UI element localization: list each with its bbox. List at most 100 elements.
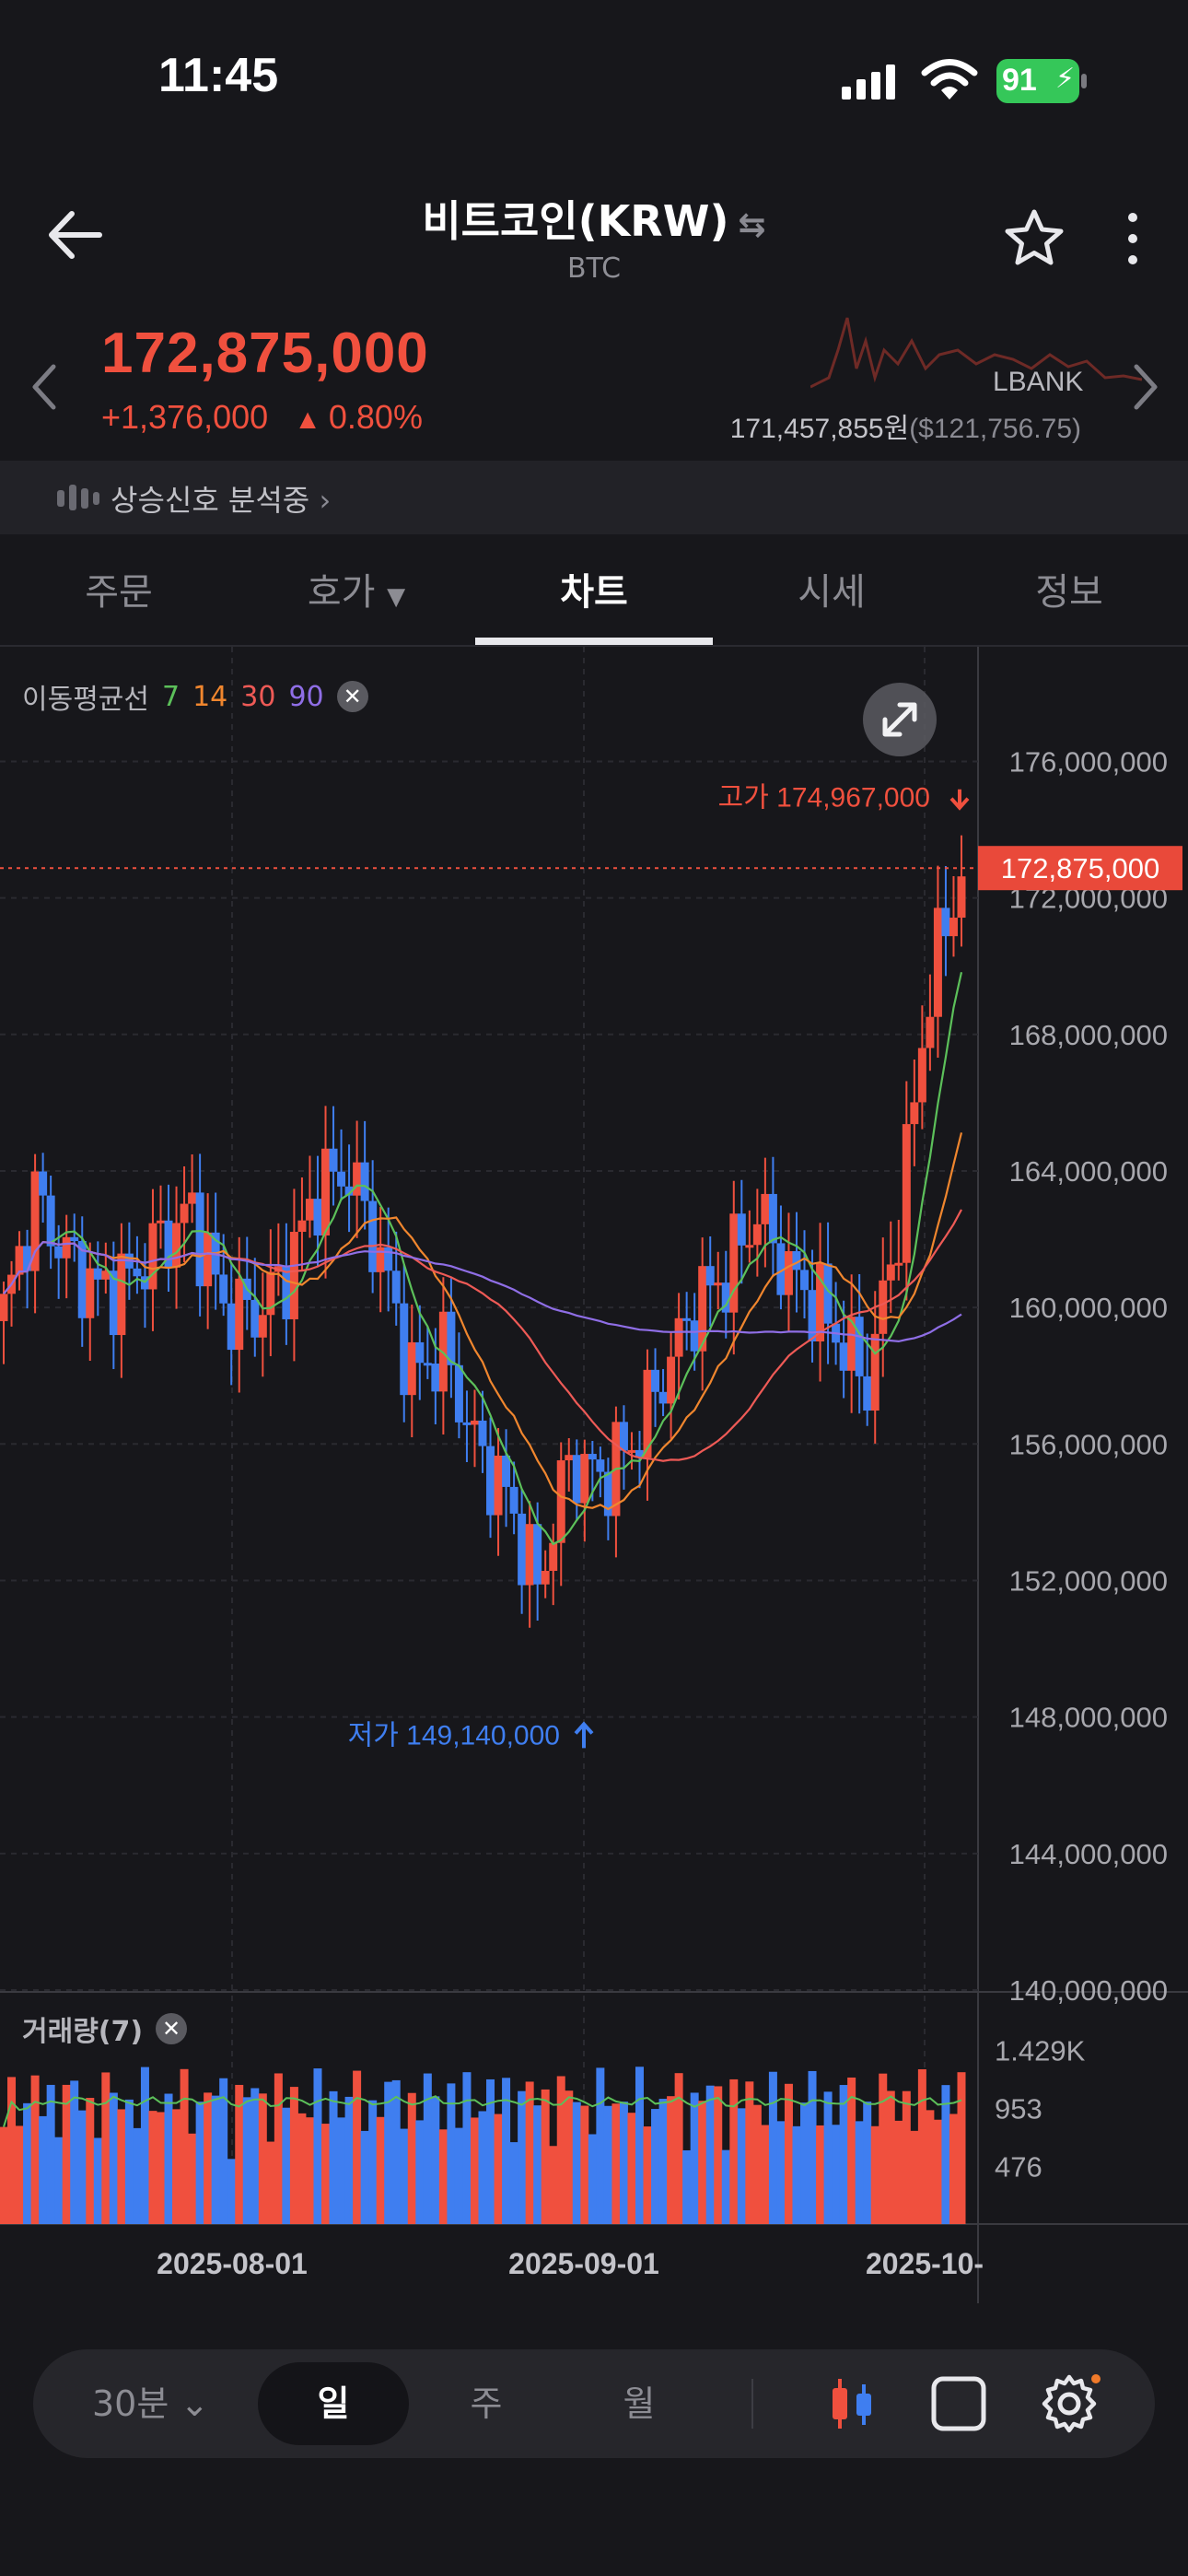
candle-body — [518, 1513, 527, 1586]
candle-body — [431, 1364, 440, 1392]
volume-legend: 거래량(7) ✕ — [22, 2008, 188, 2049]
period-week-button[interactable]: 주 — [470, 2383, 503, 2424]
volume-bar — [556, 2076, 565, 2224]
candle-body — [407, 1341, 416, 1396]
volume-bar — [565, 2090, 574, 2224]
volume-axis-label: 953 — [995, 2092, 1042, 2125]
period-day-button[interactable]: 일 — [258, 2362, 409, 2445]
tab-order-label: 주문 — [85, 571, 153, 614]
close-ma-icon[interactable]: ✕ — [336, 681, 368, 712]
volume-bar — [721, 2149, 730, 2224]
volume-bar — [870, 2125, 879, 2224]
signal-label: 상승신호 분석중 — [111, 483, 310, 518]
signal-text: 상승신호 분석중 › — [111, 477, 331, 520]
volume-bar — [832, 2125, 841, 2224]
volume-bar — [768, 2071, 777, 2224]
candle-body — [93, 1268, 102, 1280]
volume-bar — [619, 2102, 628, 2224]
candlestick-type-icon[interactable] — [820, 2371, 884, 2436]
candle-body — [391, 1270, 401, 1304]
candle-body — [305, 1199, 314, 1221]
volume-bar — [258, 2093, 267, 2224]
candle-body — [337, 1171, 346, 1187]
candle-body — [282, 1266, 291, 1319]
up-triangle-icon: ▲ — [294, 404, 321, 435]
y-axis-label: 156,000,000 — [1009, 1428, 1168, 1460]
candle-body — [494, 1455, 503, 1516]
interval-dropdown[interactable]: 30분 ⌄ — [92, 2383, 210, 2424]
candle-body — [926, 1016, 935, 1048]
candle-body — [376, 1247, 385, 1272]
charging-icon: ⚡ — [1055, 63, 1076, 95]
candle-body — [0, 1294, 8, 1321]
drawing-tool-icon[interactable] — [926, 2371, 991, 2436]
candlestick-chart[interactable]: 176,000,000172,000,000168,000,000164,000… — [0, 647, 1188, 2305]
volume-bar — [289, 2087, 298, 2224]
candle-body — [258, 1315, 267, 1338]
star-icon[interactable] — [1002, 206, 1066, 271]
gear-icon[interactable] — [1037, 2371, 1101, 2436]
candle-body — [39, 1171, 48, 1196]
y-axis-label: 168,000,000 — [1009, 1019, 1168, 1051]
volume-bar — [729, 2078, 739, 2224]
reference-price: 171,457,855원($121,756.75) — [730, 405, 1081, 446]
expand-chart-button[interactable] — [863, 683, 937, 756]
coin-title[interactable]: 비트코인(KRW) ⇆ — [0, 188, 1188, 249]
tab-chart[interactable]: 차트 — [475, 562, 713, 615]
candle-body — [721, 1282, 730, 1313]
chevron-right-small-icon: › — [319, 483, 332, 518]
volume-bar — [376, 2116, 385, 2224]
volume-bar — [917, 2068, 926, 2224]
volume-bar — [313, 2068, 322, 2224]
volume-bar — [682, 2149, 692, 2224]
more-options-icon[interactable] — [1114, 206, 1151, 271]
candle-body — [698, 1266, 707, 1352]
volume-bar — [266, 2141, 275, 2224]
tab-info[interactable]: 정보 — [950, 562, 1188, 615]
price-change: +1,376,000 ▲ 0.80% — [101, 398, 423, 437]
candle-body — [910, 1102, 919, 1125]
volume-bar — [227, 2159, 236, 2224]
volume-bar — [415, 2120, 425, 2224]
volume-bar — [933, 2119, 942, 2224]
volume-bar — [635, 2067, 644, 2224]
close-volume-icon[interactable]: ✕ — [156, 2013, 188, 2044]
tab-bar: 주문 호가 ▼ 차트 시세 정보 — [0, 534, 1188, 647]
candle-body — [619, 1422, 628, 1451]
chevron-left-icon[interactable] — [26, 359, 63, 415]
candle-body — [321, 1148, 331, 1236]
candle-body — [580, 1454, 589, 1504]
volume-bar — [117, 2109, 126, 2224]
battery-indicator: 91 ⚡ — [996, 59, 1089, 103]
volume-bar — [235, 2084, 244, 2224]
volume-bar — [494, 2113, 503, 2224]
candle-body — [776, 1243, 786, 1295]
candle-body — [297, 1220, 307, 1233]
chevron-right-icon[interactable] — [1127, 359, 1164, 415]
volume-bar — [502, 2078, 511, 2224]
candle-body — [86, 1268, 95, 1318]
volume-bar — [180, 2068, 189, 2224]
candle-body — [588, 1454, 597, 1460]
ma-legend-label: 이동평균선 — [22, 684, 149, 716]
volume-axis-label: 1.429K — [995, 2035, 1086, 2067]
tab-quotes[interactable]: 시세 — [713, 562, 950, 615]
candle-body — [148, 1223, 157, 1290]
volume-bar — [7, 2077, 17, 2224]
candle-body — [674, 1317, 683, 1357]
x-axis-label: 2025-10- — [866, 2247, 984, 2280]
back-arrow-icon[interactable] — [42, 203, 107, 267]
status-time: 11:45 — [158, 49, 279, 102]
volume-bar — [211, 2095, 220, 2224]
tab-orderbook[interactable]: 호가 ▼ — [238, 562, 475, 615]
tab-orderbook-label: 호가 — [307, 571, 376, 614]
period-month-button[interactable]: 월 — [623, 2383, 656, 2424]
low-price-marker: 저가 149,140,000 — [348, 1720, 560, 1751]
volume-bar — [274, 2073, 283, 2224]
swap-icon: ⇆ — [738, 206, 766, 244]
candle-body — [133, 1268, 142, 1277]
moving-average-legend: 이동평균선 7 14 30 90 ✕ — [22, 676, 368, 717]
volume-bar — [627, 2113, 636, 2224]
tab-order[interactable]: 주문 — [0, 562, 238, 615]
signal-banner[interactable]: 상승신호 분석중 › — [0, 461, 1188, 534]
